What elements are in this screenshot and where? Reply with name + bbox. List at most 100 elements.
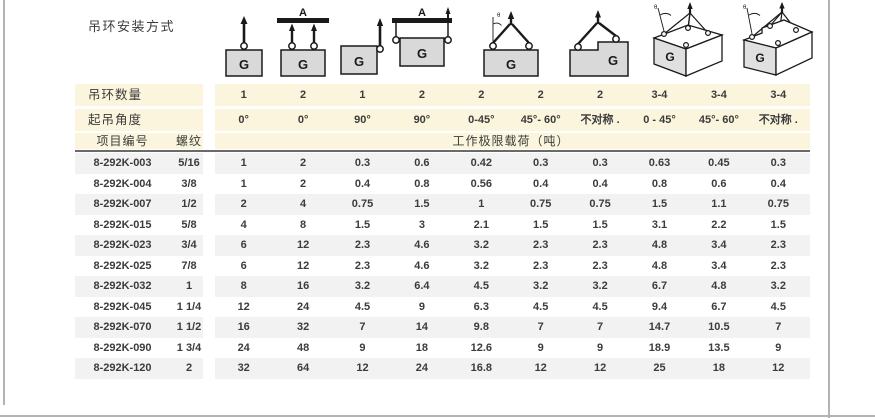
- load-value-cell: 9: [418, 300, 425, 313]
- load-value-cell: 2.3: [354, 259, 371, 272]
- angle-values: 0° 0° 90° 90° 0-45° 45°- 60° 不对称 . 0 - 45° 45°- …: [214, 109, 808, 131]
- angle-cell: 90°: [413, 114, 431, 126]
- quantity-cell: 2: [300, 89, 307, 101]
- load-value-cell: 6: [240, 259, 247, 272]
- load-value-cell: 3.4: [711, 239, 727, 251]
- angle-cell: 不对称 .: [758, 114, 798, 126]
- diagram-g-label: G: [755, 51, 764, 65]
- load-value-cell: 2.3: [533, 239, 549, 251]
- angle-cell: 0°: [297, 114, 309, 126]
- diagram-g-label: G: [417, 46, 427, 61]
- load-value-cell: 0.75: [529, 198, 552, 210]
- thread-size-cell: 5/16: [178, 157, 200, 169]
- load-value-cell: 14.7: [648, 321, 671, 333]
- item-number-cell: 8-292K-007: [93, 198, 152, 210]
- column-gap-bottom: [203, 153, 215, 379]
- quantity-cell: 2: [418, 89, 425, 101]
- angle-row-label: 起吊角度: [88, 113, 143, 127]
- thread-size-cell: 7/8: [181, 259, 197, 272]
- load-value-cell: 18: [415, 341, 429, 354]
- load-value-cell: 0.42: [470, 157, 492, 169]
- item-number-cell: 8-292K-045: [93, 300, 152, 313]
- quantity-cell: 2: [478, 89, 485, 101]
- column-gap-top: [203, 84, 215, 149]
- load-value-cell: 0.8: [414, 177, 430, 190]
- diagram-g-label: G: [608, 53, 618, 68]
- thread-size-cell: 3/8: [181, 177, 197, 190]
- table-row: 8-292K-120 2 32 64 12 24 16.8 12 12 25 18 12: [75, 358, 810, 379]
- thread-size-cell: 3/4: [181, 239, 197, 251]
- header-row-quantity: 吊环数量 1 2 1 2 2 2 2 3-4 3-4 3-4: [75, 84, 810, 106]
- load-value-cell: 4: [240, 218, 247, 231]
- load-value-cell: 4.5: [354, 300, 371, 313]
- quantity-cell: 2: [537, 89, 544, 101]
- load-values: 1 2 0.3 0.6 0.42 0.3 0.3 0.63 0.45 0.3: [214, 153, 808, 174]
- load-value-cell: 12: [237, 300, 250, 313]
- load-value-cell: 2.3: [770, 259, 786, 272]
- load-values: 24 48 9 18 12.6 9 9 18.9 13.5 9: [214, 338, 808, 359]
- load-value-cell: 2.2: [711, 218, 727, 231]
- diagram-box-asymmetric-multi-leg-icon: θ G: [741, 2, 814, 77]
- load-value-cell: 1.5: [770, 218, 786, 231]
- load-value-cell: 4.5: [533, 300, 549, 313]
- item-number-cell: 8-292K-023: [93, 239, 152, 251]
- load-value-cell: 9: [775, 341, 782, 354]
- diagram-g-label: G: [354, 54, 364, 69]
- load-value-cell: 2.1: [473, 218, 489, 231]
- load-value-cell: 6: [240, 239, 247, 251]
- table-row: 8-292K-015 5/8 4 8 1.5 3 2.1 1.5 1.5 3.1 2.2 1.5: [75, 215, 810, 236]
- load-value-cell: 9.8: [473, 321, 489, 333]
- load-value-cell: 7: [359, 321, 366, 333]
- load-values: 6 12 2.3 4.6 3.2 2.3 2.3 4.8 3.4 2.3: [214, 256, 808, 277]
- load-value-cell: 1.5: [354, 218, 371, 231]
- load-value-cell: 0.3: [770, 157, 786, 169]
- thread-size-cell: 1 1/4: [176, 300, 202, 313]
- load-value-cell: 0.56: [470, 177, 492, 190]
- load-value-cell: 14: [415, 321, 429, 333]
- load-value-cell: 16: [237, 321, 250, 333]
- diagram-two-ring-bar-90-icon: A G: [392, 7, 452, 67]
- quantity-cell: 3-4: [710, 89, 727, 101]
- thread-size-cell: 1 3/4: [176, 341, 202, 354]
- table-row: 8-292K-090 1 3/4 24 48 9 18 12.6 9 9 18.9 13.5 9: [75, 338, 810, 359]
- load-value-cell: 12: [772, 362, 785, 374]
- load-value-cell: 3: [418, 218, 425, 231]
- working-load-header: 工作极限载荷（吨）: [452, 134, 570, 148]
- load-value-cell: 2: [300, 177, 307, 190]
- diagram-g-label: G: [298, 57, 308, 72]
- load-value-cell: 4.5: [770, 300, 786, 313]
- load-value-cell: 3.2: [354, 280, 371, 292]
- item-number-header: 项目编号: [96, 134, 149, 148]
- load-value-cell: 0.75: [351, 198, 374, 210]
- load-value-cell: 0.45: [708, 157, 730, 169]
- quantity-cell: 1: [240, 89, 247, 101]
- load-value-cell: 18.9: [648, 341, 671, 354]
- load-value-cell: 3.2: [533, 280, 549, 292]
- load-value-cell: 3.2: [770, 280, 786, 292]
- load-value-cell: 8: [300, 218, 307, 231]
- load-value-cell: 0.3: [533, 157, 549, 169]
- diagram-g-label: G: [239, 57, 249, 72]
- load-value-cell: 1: [240, 177, 247, 190]
- diagram-angle-label: θ: [743, 5, 747, 11]
- diagram-two-ring-spreader-bar-icon: A G: [277, 7, 329, 77]
- diagram-single-vertical-lift-icon: G: [225, 16, 263, 77]
- load-values: 4 8 1.5 3 2.1 1.5 1.5 3.1 2.2 1.5: [214, 215, 808, 236]
- table-row: 8-292K-025 7/8 6 12 2.3 4.6 3.2 2.3 2.3 4.8 3.4 2.3: [75, 256, 810, 277]
- thread-size-cell: 2: [185, 362, 193, 374]
- load-value-cell: 2: [300, 157, 307, 169]
- table-row: 8-292K-007 1/2 2 4 0.75 1.5 1 0.75 0.75 1.5 1.1 0.7…: [75, 194, 810, 215]
- load-value-cell: 3.1: [651, 218, 668, 231]
- header-row-columns: 项目编号 螺纹 工作极限载荷（吨）: [75, 133, 810, 149]
- load-value-cell: 6.7: [711, 300, 727, 313]
- load-value-cell: 25: [653, 362, 666, 374]
- load-value-cell: 6.3: [473, 300, 489, 313]
- table-row: 8-292K-032 1 8 16 3.2 6.4 4.5 3.2 3.2 6.7 4.8 3.2: [75, 276, 810, 297]
- table-row: 8-292K-070 1 1/2 16 32 7 14 9.8 7 7 14.7 10.5 7: [75, 317, 810, 338]
- load-value-cell: 0.4: [533, 177, 549, 190]
- thread-header: 螺纹: [175, 134, 202, 148]
- load-value-cell: 6.7: [651, 280, 668, 292]
- load-value-cell: 2.3: [770, 239, 786, 251]
- angle-cell: 45°- 60°: [698, 114, 739, 126]
